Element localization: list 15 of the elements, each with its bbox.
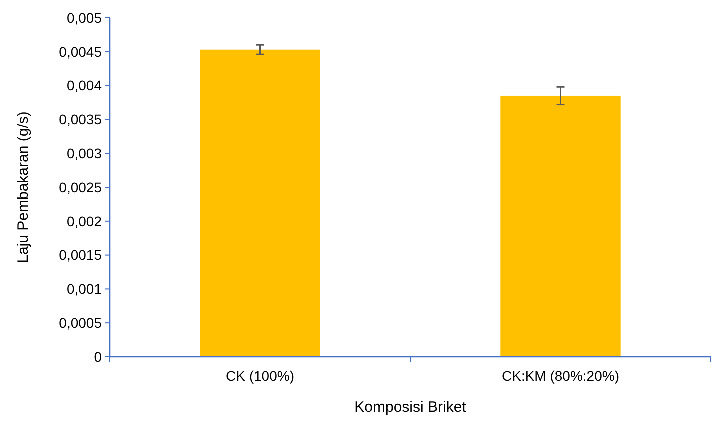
- x-axis-title: Komposisi Briket: [354, 399, 468, 416]
- y-tick-label: 0,0035: [59, 112, 102, 128]
- y-tick-label: 0,003: [66, 146, 102, 162]
- y-tick-label: 0: [94, 348, 102, 365]
- y-tick-label: 0,0025: [59, 179, 102, 196]
- y-tick-label: 0,0015: [59, 247, 102, 264]
- y-axis-title: Laju Pembakaran (g/s): [15, 112, 32, 264]
- y-tick-label: 0,005: [66, 10, 102, 26]
- y-tick-label: 0,004: [66, 78, 102, 94]
- x-tick-label: CK (100%): [226, 368, 294, 384]
- x-tick-label: CK:KM (80%:20%): [502, 368, 620, 384]
- y-tick-label: 0,001: [66, 281, 102, 298]
- y-tick-label: 0,0005: [59, 315, 102, 331]
- y-tick-label: 0,0045: [59, 44, 102, 60]
- y-tick-label: 0,002: [66, 213, 102, 230]
